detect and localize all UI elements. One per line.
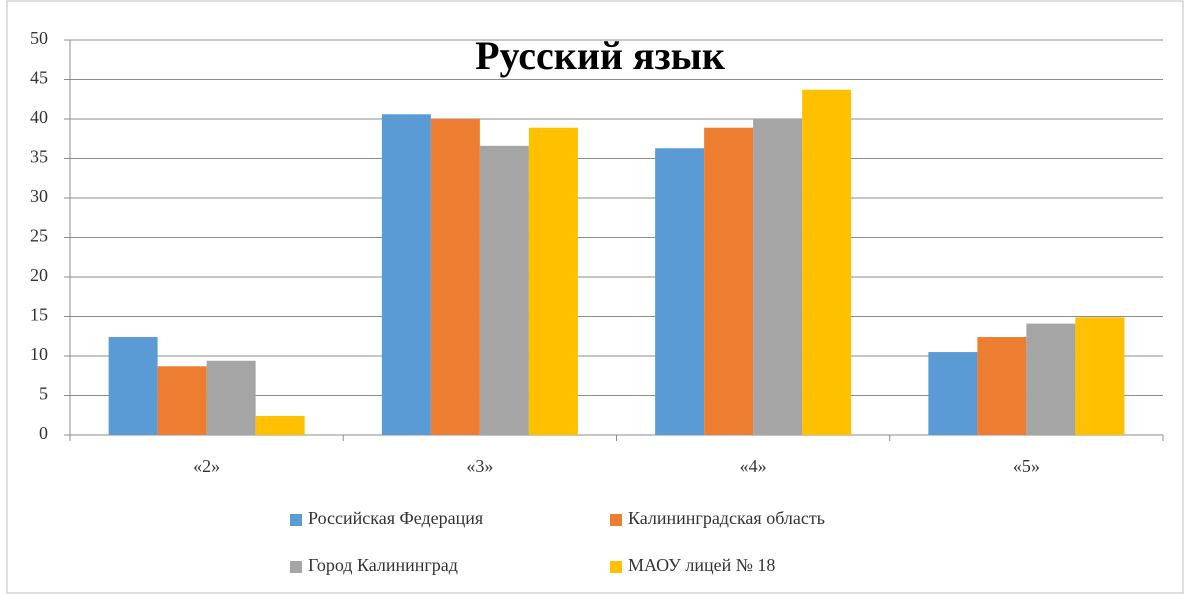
chart-title: Русский язык: [475, 33, 725, 78]
legend-swatch: [290, 514, 302, 526]
y-tick-label: 40: [30, 107, 48, 127]
bar: [157, 366, 207, 435]
bar: [528, 127, 578, 435]
bar: [108, 337, 158, 435]
bar: [977, 337, 1027, 435]
legend-label: Калининградская область: [628, 508, 825, 528]
legend-swatch: [610, 514, 622, 526]
bar: [255, 416, 305, 435]
bar: [753, 119, 803, 435]
legend-swatch: [290, 561, 302, 573]
bar: [802, 89, 852, 436]
x-tick-label: «5»: [1013, 456, 1040, 476]
bar: [1026, 323, 1076, 435]
y-tick-label: 30: [30, 186, 48, 206]
y-tick-label: 20: [30, 265, 48, 285]
y-tick-label: 0: [39, 423, 48, 443]
x-tick-label: «2»: [193, 456, 220, 476]
y-tick-label: 5: [39, 384, 48, 404]
x-tick-label: «3»: [466, 456, 493, 476]
y-tick-label: 25: [30, 226, 48, 246]
y-tick-label: 45: [30, 68, 48, 88]
x-tick-label: «4»: [740, 456, 767, 476]
y-tick-label: 15: [30, 305, 48, 325]
bar: [479, 145, 529, 436]
legend-swatch: [610, 561, 622, 573]
bar: [381, 114, 431, 435]
y-tick-label: 35: [30, 147, 48, 167]
y-tick-label: 50: [30, 28, 48, 48]
bar: [928, 352, 978, 435]
bar: [655, 148, 705, 436]
bar: [704, 127, 754, 435]
y-tick-label: 10: [30, 344, 48, 364]
chart-border: [6, 0, 1184, 594]
bar: [206, 360, 256, 435]
bar: [430, 119, 480, 435]
legend-label: МАОУ лицей № 18: [628, 555, 775, 575]
legend-label: Российская Федерация: [308, 508, 483, 528]
bar: [1075, 317, 1125, 435]
legend-label: Город Калининград: [308, 555, 458, 575]
